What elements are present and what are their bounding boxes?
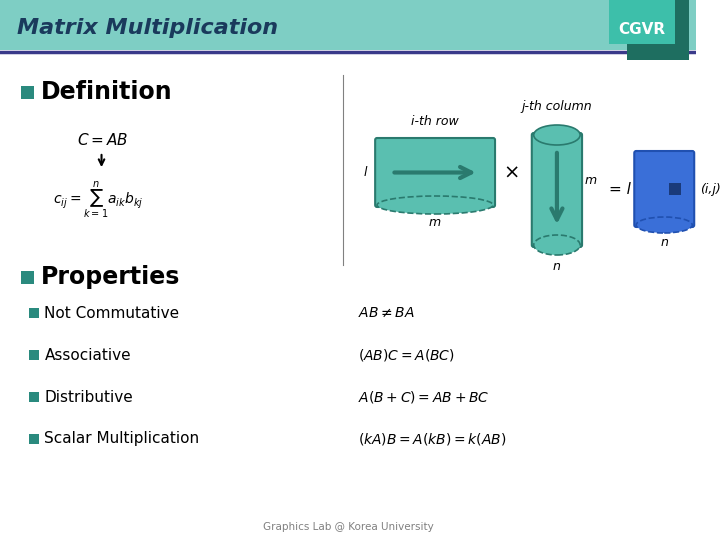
Ellipse shape (534, 235, 580, 255)
Text: Definition: Definition (40, 80, 172, 104)
Text: $A(B+C) = AB + BC$: $A(B+C) = AB + BC$ (358, 389, 490, 405)
Ellipse shape (534, 125, 580, 145)
Text: Graphics Lab @ Korea University: Graphics Lab @ Korea University (263, 522, 433, 532)
Text: j-th column: j-th column (521, 100, 593, 113)
Text: Scalar Multiplication: Scalar Multiplication (45, 431, 199, 447)
Text: n: n (553, 260, 561, 273)
Ellipse shape (377, 196, 493, 214)
Text: (i,j): (i,j) (700, 183, 720, 195)
FancyBboxPatch shape (375, 138, 495, 207)
Text: CGVR: CGVR (618, 23, 665, 37)
Text: m: m (429, 217, 441, 230)
Text: Matrix Multiplication: Matrix Multiplication (17, 18, 279, 38)
FancyBboxPatch shape (29, 434, 39, 444)
Text: i-th row: i-th row (411, 115, 459, 128)
FancyBboxPatch shape (29, 308, 39, 318)
Text: l: l (364, 166, 367, 179)
FancyBboxPatch shape (609, 0, 675, 44)
Ellipse shape (636, 217, 693, 233)
Text: n: n (660, 237, 668, 249)
Text: Properties: Properties (40, 265, 180, 289)
Text: $C = AB$: $C = AB$ (77, 132, 129, 148)
FancyBboxPatch shape (29, 350, 39, 360)
Text: = l: = l (609, 183, 631, 198)
FancyBboxPatch shape (22, 271, 34, 284)
FancyBboxPatch shape (0, 0, 696, 50)
FancyBboxPatch shape (532, 133, 582, 247)
FancyBboxPatch shape (634, 151, 694, 227)
Text: $\times$: $\times$ (503, 163, 518, 182)
Text: Distributive: Distributive (45, 389, 133, 404)
FancyBboxPatch shape (29, 392, 39, 402)
FancyBboxPatch shape (626, 0, 689, 60)
FancyBboxPatch shape (669, 183, 680, 195)
Text: Associative: Associative (45, 348, 131, 362)
Text: $(kA)B = A(kB) = k(AB)$: $(kA)B = A(kB) = k(AB)$ (358, 431, 506, 447)
Text: $c_{ij} = \sum_{k=1}^{n} a_{ik} b_{kj}$: $c_{ij} = \sum_{k=1}^{n} a_{ik} b_{kj}$ (53, 179, 144, 221)
FancyBboxPatch shape (22, 86, 34, 99)
Text: m: m (585, 173, 597, 186)
Text: Not Commutative: Not Commutative (45, 306, 179, 321)
Text: $AB \neq BA$: $AB \neq BA$ (358, 306, 415, 320)
Text: $(AB)C = A(BC)$: $(AB)C = A(BC)$ (358, 347, 454, 363)
